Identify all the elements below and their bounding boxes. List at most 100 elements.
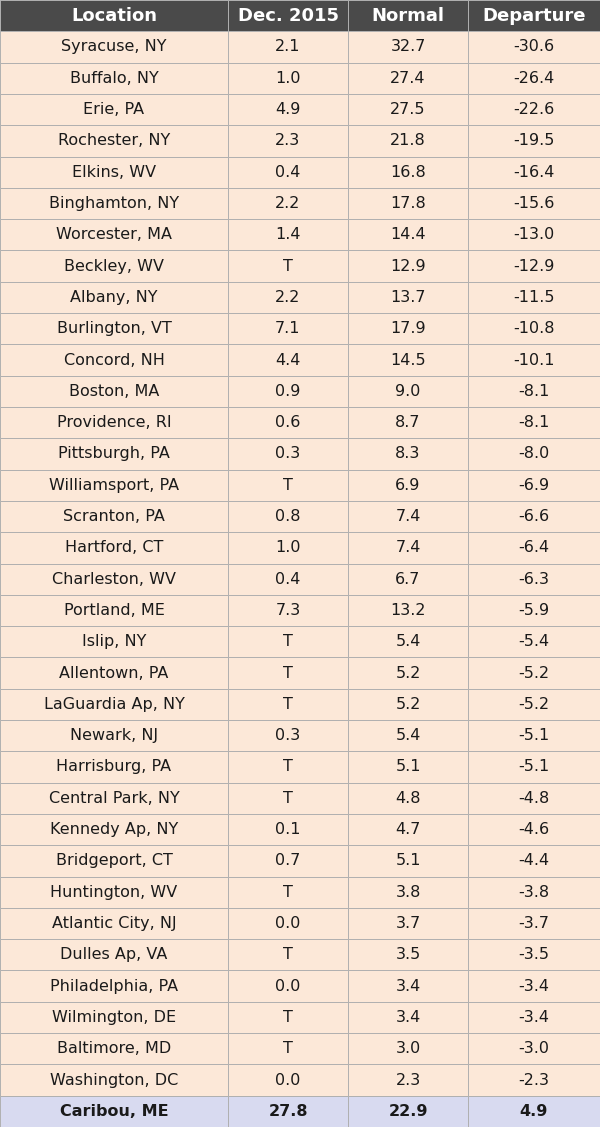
- Text: 4.4: 4.4: [275, 353, 301, 367]
- Bar: [348, 564, 468, 595]
- Text: T: T: [283, 478, 293, 492]
- Text: -5.2: -5.2: [518, 696, 550, 712]
- Bar: [348, 532, 468, 564]
- Text: -22.6: -22.6: [514, 103, 554, 117]
- Bar: [0, 657, 228, 689]
- Text: 0.4: 0.4: [275, 165, 301, 179]
- Text: -26.4: -26.4: [514, 71, 554, 86]
- Text: Huntington, WV: Huntington, WV: [50, 885, 178, 899]
- Text: -12.9: -12.9: [514, 258, 554, 274]
- Text: Location: Location: [71, 7, 157, 25]
- Bar: [228, 782, 348, 814]
- Bar: [468, 939, 600, 970]
- Bar: [348, 627, 468, 657]
- Bar: [468, 752, 600, 782]
- Text: T: T: [283, 635, 293, 649]
- Bar: [468, 1033, 600, 1064]
- Text: -6.9: -6.9: [518, 478, 550, 492]
- Bar: [228, 470, 348, 500]
- Text: 1.4: 1.4: [275, 228, 301, 242]
- Text: 5.2: 5.2: [395, 696, 421, 712]
- Text: Central Park, NY: Central Park, NY: [49, 791, 179, 806]
- Text: 4.9: 4.9: [275, 103, 301, 117]
- Bar: [348, 1095, 468, 1127]
- Text: T: T: [283, 791, 293, 806]
- Text: 7.1: 7.1: [275, 321, 301, 336]
- Bar: [468, 32, 600, 63]
- Text: 0.0: 0.0: [275, 916, 301, 931]
- Bar: [468, 1095, 600, 1127]
- Text: 1.0: 1.0: [275, 71, 301, 86]
- Bar: [348, 720, 468, 752]
- Text: 2.3: 2.3: [275, 133, 301, 149]
- Text: 14.5: 14.5: [390, 353, 426, 367]
- Text: 0.8: 0.8: [275, 509, 301, 524]
- Bar: [0, 814, 228, 845]
- Text: 17.8: 17.8: [390, 196, 426, 211]
- Text: -6.3: -6.3: [518, 571, 550, 587]
- Text: 0.0: 0.0: [275, 1073, 301, 1088]
- Bar: [0, 939, 228, 970]
- Text: Dulles Ap, VA: Dulles Ap, VA: [61, 948, 167, 962]
- Bar: [468, 63, 600, 94]
- Text: 0.7: 0.7: [275, 853, 301, 869]
- Bar: [228, 877, 348, 908]
- Bar: [0, 157, 228, 188]
- Bar: [0, 845, 228, 877]
- Text: 0.9: 0.9: [275, 384, 301, 399]
- Text: Newark, NJ: Newark, NJ: [70, 728, 158, 743]
- Text: -6.6: -6.6: [518, 509, 550, 524]
- Bar: [348, 845, 468, 877]
- Bar: [0, 1095, 228, 1127]
- Text: Allentown, PA: Allentown, PA: [59, 666, 169, 681]
- Text: -8.1: -8.1: [518, 384, 550, 399]
- Text: -10.1: -10.1: [513, 353, 555, 367]
- Bar: [0, 500, 228, 532]
- Text: 8.7: 8.7: [395, 415, 421, 431]
- Bar: [228, 657, 348, 689]
- Bar: [468, 1002, 600, 1033]
- Text: Caribou, ME: Caribou, ME: [59, 1103, 169, 1119]
- Text: Rochester, NY: Rochester, NY: [58, 133, 170, 149]
- Text: Dec. 2015: Dec. 2015: [238, 7, 338, 25]
- Bar: [228, 0, 348, 32]
- Bar: [348, 595, 468, 627]
- Text: Washington, DC: Washington, DC: [50, 1073, 178, 1088]
- Bar: [468, 313, 600, 345]
- Text: T: T: [283, 948, 293, 962]
- Bar: [468, 657, 600, 689]
- Bar: [0, 908, 228, 939]
- Text: Wilmington, DE: Wilmington, DE: [52, 1010, 176, 1024]
- Text: -8.0: -8.0: [518, 446, 550, 461]
- Text: 6.9: 6.9: [395, 478, 421, 492]
- Bar: [348, 157, 468, 188]
- Bar: [228, 1002, 348, 1033]
- Bar: [348, 375, 468, 407]
- Text: 5.4: 5.4: [395, 728, 421, 743]
- Bar: [348, 1064, 468, 1095]
- Text: T: T: [283, 666, 293, 681]
- Bar: [0, 313, 228, 345]
- Text: Harrisburg, PA: Harrisburg, PA: [56, 760, 172, 774]
- Bar: [468, 438, 600, 470]
- Text: Islip, NY: Islip, NY: [82, 635, 146, 649]
- Bar: [468, 532, 600, 564]
- Text: -4.8: -4.8: [518, 791, 550, 806]
- Text: 4.8: 4.8: [395, 791, 421, 806]
- Bar: [228, 345, 348, 375]
- Text: T: T: [283, 258, 293, 274]
- Bar: [468, 407, 600, 438]
- Bar: [228, 627, 348, 657]
- Bar: [228, 438, 348, 470]
- Text: -2.3: -2.3: [518, 1073, 550, 1088]
- Bar: [348, 877, 468, 908]
- Bar: [228, 219, 348, 250]
- Text: 0.0: 0.0: [275, 978, 301, 994]
- Bar: [0, 970, 228, 1002]
- Text: 22.9: 22.9: [388, 1103, 428, 1119]
- Bar: [348, 125, 468, 157]
- Text: Elkins, WV: Elkins, WV: [72, 165, 156, 179]
- Text: -3.8: -3.8: [518, 885, 550, 899]
- Bar: [348, 250, 468, 282]
- Bar: [228, 282, 348, 313]
